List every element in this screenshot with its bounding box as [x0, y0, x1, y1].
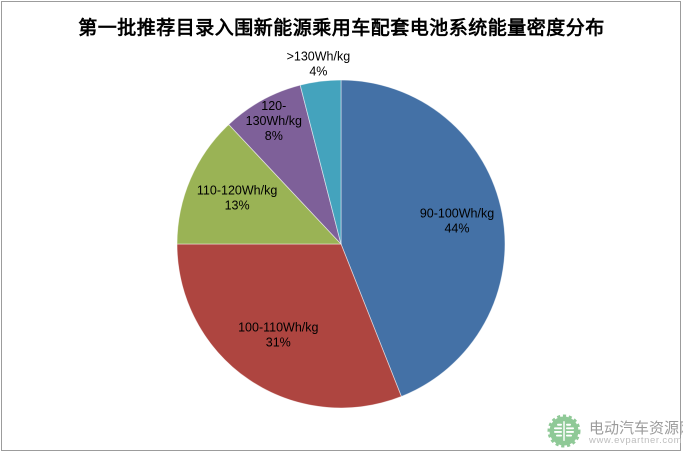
- watermark-site-name: 电动汽车资源网: [589, 420, 683, 437]
- pie-slice-label-0: 90-100Wh/kg 44%: [420, 207, 494, 236]
- pie-slice-4: [299, 79, 342, 245]
- pie-slice-0: [340, 79, 506, 397]
- watermark: 电动汽车资源网 www.evpartner.com: [544, 411, 683, 451]
- pie-slice-1: [176, 243, 402, 409]
- pie-slice-label-1: 100-110Wh/kg 31%: [238, 321, 318, 350]
- watermark-site-url: www.evpartner.com: [589, 435, 683, 446]
- pie-slice-2: [176, 123, 342, 245]
- evpartner-logo-icon: [547, 414, 581, 448]
- pie-slice-label-3: 120-130Wh/kg 8%: [246, 99, 302, 143]
- pie-slice-label-2: 110-120Wh/kg 13%: [197, 184, 277, 213]
- pie-slice-label-4: >130Wh/kg 4%: [287, 50, 351, 79]
- chart-title: 第一批推荐目录入围新能源乘用车配套电池系统能量密度分布: [78, 18, 605, 39]
